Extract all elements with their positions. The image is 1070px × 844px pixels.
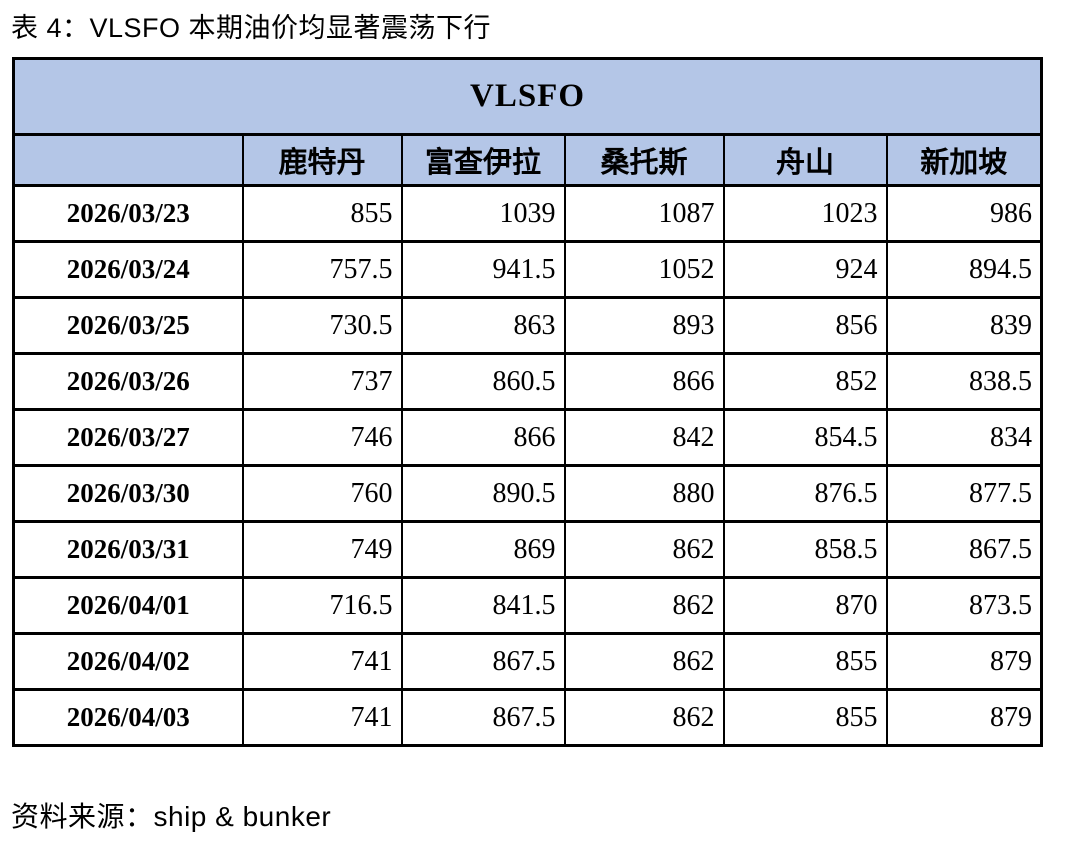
price-cell: 863	[400, 296, 566, 355]
group-header-row: VLSFO	[12, 57, 1043, 136]
price-cell: 1039	[400, 184, 566, 243]
price-cell: 838.5	[885, 352, 1043, 411]
price-cell: 856	[722, 296, 888, 355]
price-cell: 986	[885, 184, 1043, 243]
price-cell: 867.5	[400, 632, 566, 691]
column-header-fujairah: 富查伊拉	[400, 133, 566, 187]
price-cell: 924	[722, 240, 888, 299]
column-header-zhoushan: 舟山	[722, 133, 888, 187]
table-row: 2026/03/25 730.5 863 893 856 839	[12, 296, 1043, 355]
price-cell: 879	[885, 688, 1043, 747]
table-row: 2026/03/26 737 860.5 866 852 838.5	[12, 352, 1043, 411]
column-header-santos: 桑托斯	[563, 133, 725, 187]
price-cell: 749	[241, 520, 403, 579]
price-cell: 757.5	[241, 240, 403, 299]
price-cell: 760	[241, 464, 403, 523]
price-cell: 855	[241, 184, 403, 243]
price-cell: 879	[885, 632, 1043, 691]
price-cell: 839	[885, 296, 1043, 355]
date-cell: 2026/03/27	[12, 408, 244, 467]
price-cell: 841.5	[400, 576, 566, 635]
price-cell: 858.5	[722, 520, 888, 579]
date-cell: 2026/04/02	[12, 632, 244, 691]
price-cell: 873.5	[885, 576, 1043, 635]
price-cell: 877.5	[885, 464, 1043, 523]
price-cell: 730.5	[241, 296, 403, 355]
price-cell: 1087	[563, 184, 725, 243]
price-cell: 866	[400, 408, 566, 467]
vlsfo-price-table: VLSFO 鹿特丹 富查伊拉 桑托斯 舟山 新加坡 2026/03/23 855 1…	[12, 57, 1043, 747]
price-cell: 870	[722, 576, 888, 635]
price-cell: 894.5	[885, 240, 1043, 299]
table-title: 表 4：VLSFO 本期油价均显著震荡下行	[11, 13, 492, 43]
date-cell: 2026/03/24	[12, 240, 244, 299]
date-cell: 2026/03/25	[12, 296, 244, 355]
price-cell: 737	[241, 352, 403, 411]
price-cell: 854.5	[722, 408, 888, 467]
table-row: 2026/03/27 746 866 842 854.5 834	[12, 408, 1043, 467]
table-row: 2026/04/01 716.5 841.5 862 870 873.5	[12, 576, 1043, 635]
price-cell: 855	[722, 632, 888, 691]
price-cell: 880	[563, 464, 725, 523]
table-row: 2026/03/30 760 890.5 880 876.5 877.5	[12, 464, 1043, 523]
price-cell: 862	[563, 688, 725, 747]
column-header-empty	[12, 133, 244, 187]
price-cell: 893	[563, 296, 725, 355]
date-cell: 2026/03/26	[12, 352, 244, 411]
table-row: 2026/03/23 855 1039 1087 1023 986	[12, 184, 1043, 243]
price-cell: 866	[563, 352, 725, 411]
table-row: 2026/03/31 749 869 862 858.5 867.5	[12, 520, 1043, 579]
source-note: 资料来源：ship & bunker	[11, 801, 332, 832]
price-cell: 862	[563, 520, 725, 579]
table-row: 2026/04/03 741 867.5 862 855 879	[12, 688, 1043, 747]
table-row: 2026/04/02 741 867.5 862 855 879	[12, 632, 1043, 691]
price-cell: 741	[241, 688, 403, 747]
column-header-rotterdam: 鹿特丹	[241, 133, 403, 187]
date-cell: 2026/04/01	[12, 576, 244, 635]
price-cell: 860.5	[400, 352, 566, 411]
price-cell: 1023	[722, 184, 888, 243]
price-cell: 746	[241, 408, 403, 467]
price-cell: 876.5	[722, 464, 888, 523]
group-header-cell: VLSFO	[12, 57, 1043, 136]
price-cell: 867.5	[885, 520, 1043, 579]
price-cell: 941.5	[400, 240, 566, 299]
table-body: 2026/03/23 855 1039 1087 1023 986 2026/03/24 75…	[12, 184, 1043, 747]
date-cell: 2026/03/30	[12, 464, 244, 523]
date-cell: 2026/04/03	[12, 688, 244, 747]
price-cell: 741	[241, 632, 403, 691]
date-cell: 2026/03/23	[12, 184, 244, 243]
date-cell: 2026/03/31	[12, 520, 244, 579]
price-cell: 867.5	[400, 688, 566, 747]
price-cell: 1052	[563, 240, 725, 299]
price-cell: 842	[563, 408, 725, 467]
price-cell: 862	[563, 632, 725, 691]
table-head: VLSFO 鹿特丹 富查伊拉 桑托斯 舟山 新加坡	[12, 57, 1043, 187]
price-cell: 834	[885, 408, 1043, 467]
price-cell: 716.5	[241, 576, 403, 635]
table-row: 2026/03/24 757.5 941.5 1052 924 894.5	[12, 240, 1043, 299]
price-cell: 852	[722, 352, 888, 411]
price-cell: 869	[400, 520, 566, 579]
column-header-singapore: 新加坡	[885, 133, 1043, 187]
price-cell: 855	[722, 688, 888, 747]
price-cell: 890.5	[400, 464, 566, 523]
column-header-row: 鹿特丹 富查伊拉 桑托斯 舟山 新加坡	[12, 133, 1043, 187]
price-cell: 862	[563, 576, 725, 635]
